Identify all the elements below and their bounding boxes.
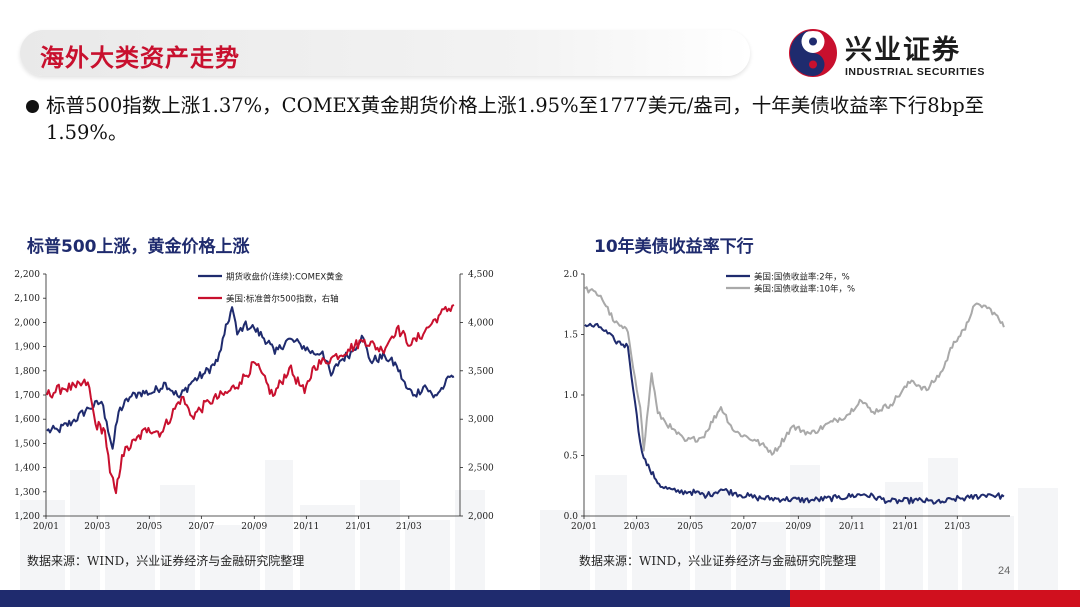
x-tick-label: 20/05 xyxy=(136,522,162,532)
x-tick-label: 20/03 xyxy=(84,522,110,532)
x-tick-label: 20/07 xyxy=(188,522,214,532)
y-right-tick-label: 2,500 xyxy=(468,464,494,474)
left-chart-source: 数据来源：WIND，兴业证券经济与金融研究院整理 xyxy=(27,554,305,568)
series-line-1 xyxy=(584,322,1005,505)
y-tick-label: 2,100 xyxy=(14,294,40,304)
logo-emblem-icon xyxy=(789,29,837,77)
y-tick-label: 0.5 xyxy=(564,452,579,462)
y-tick-label: 0.0 xyxy=(564,512,579,522)
series-line-2 xyxy=(584,286,1005,456)
logo-name-en: INDUSTRIAL SECURITIES xyxy=(845,66,985,78)
x-tick-label: 20/01 xyxy=(571,522,597,532)
y-tick-label: 1,200 xyxy=(14,512,40,522)
legend-label: 期货收盘价(连续):COMEX黄金 xyxy=(226,272,344,283)
bullet-icon xyxy=(26,100,39,113)
y-tick-label: 1,400 xyxy=(14,464,40,474)
header-band xyxy=(20,30,750,76)
company-logo: 兴业证券 INDUSTRIAL SECURITIES xyxy=(788,24,1003,80)
page-title: 海外大类资产走势 xyxy=(40,44,240,72)
y-right-tick-label: 4,000 xyxy=(468,318,494,328)
treasury-yield-chart: 0.0 0.5 1.0 1.5 2.0 20/01 20/03 20/05 20/07 20/09… xyxy=(564,270,1010,532)
page-number: 24 xyxy=(998,565,1011,577)
y-tick-label: 1.0 xyxy=(564,391,579,401)
y-tick-label: 1,600 xyxy=(14,415,40,425)
y-tick-label: 1,900 xyxy=(14,343,40,353)
right-chart-title: 10年美债收益率下行 xyxy=(594,237,754,257)
y-tick-label: 1,500 xyxy=(14,439,40,449)
x-tick-label: 21/03 xyxy=(396,522,422,532)
y-tick-label: 1.5 xyxy=(564,331,579,341)
gold-sp500-chart: 1,200 1,300 1,400 1,500 1,600 1,700 1,800 1,900… xyxy=(14,270,494,532)
x-tick-label: 21/01 xyxy=(345,522,371,532)
x-tick-label: 20/09 xyxy=(785,522,811,532)
y-right-tick-label: 3,500 xyxy=(468,367,494,377)
footer-bar-red xyxy=(790,590,1080,607)
series-line-1 xyxy=(46,306,455,450)
y-tick-label: 2,000 xyxy=(14,318,40,328)
legend-label: 美国:国债收益率:10年，% xyxy=(754,284,855,295)
legend-label: 美国:国债收益率:2年，% xyxy=(754,272,850,283)
y-tick-label: 1,700 xyxy=(14,391,40,401)
y-tick-label: 1,800 xyxy=(14,367,40,377)
y-tick-label: 2,200 xyxy=(14,270,40,280)
footer-bar-blue xyxy=(0,590,790,607)
x-tick-label: 20/01 xyxy=(33,522,59,532)
x-tick-label: 21/03 xyxy=(944,522,970,532)
city-skyline-decoration xyxy=(20,458,1058,590)
x-tick-label: 21/01 xyxy=(893,522,919,532)
legend-label: 美国:标准普尔500指数，右轴 xyxy=(226,294,339,305)
y-right-tick-label: 3,000 xyxy=(468,415,494,425)
y-tick-label: 1,300 xyxy=(14,488,40,498)
summary-text: 标普500指数上涨1.37%，COMEX黄金期货价格上涨1.95%至1777美元… xyxy=(46,94,985,144)
x-tick-label: 20/11 xyxy=(839,522,865,532)
left-chart-title: 标普500上涨，黄金价格上涨 xyxy=(27,237,250,257)
right-chart-source: 数据来源：WIND，兴业证券经济与金融研究院整理 xyxy=(579,554,857,568)
x-tick-label: 20/09 xyxy=(241,522,267,532)
y-right-tick-label: 2,000 xyxy=(468,512,494,522)
y-right-tick-label: 4,500 xyxy=(468,270,494,280)
x-tick-label: 20/03 xyxy=(624,522,650,532)
x-tick-label: 20/05 xyxy=(677,522,703,532)
series-line-2 xyxy=(45,304,455,495)
logo-name-cn: 兴业证券 xyxy=(845,35,961,66)
y-tick-label: 2.0 xyxy=(564,270,579,280)
x-tick-label: 20/11 xyxy=(293,522,319,532)
x-tick-label: 20/07 xyxy=(731,522,757,532)
